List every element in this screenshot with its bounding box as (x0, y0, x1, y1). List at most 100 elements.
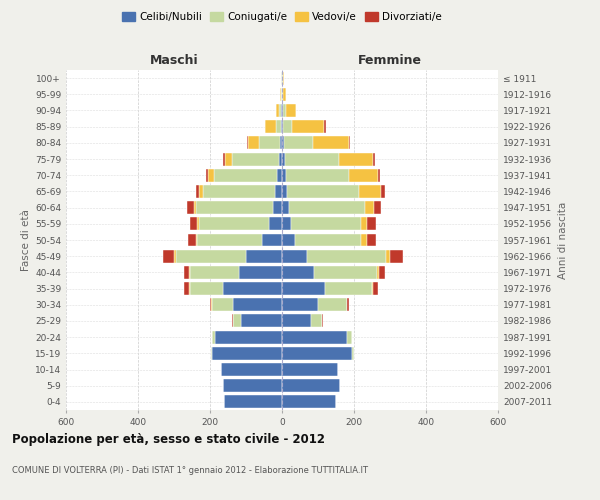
Bar (359, 185, 381, 198)
Bar (286, 169, 349, 181)
Bar (282, 379, 340, 392)
Bar (282, 298, 318, 311)
Bar (223, 152, 225, 166)
Bar (286, 104, 296, 117)
Text: COMUNE DI VOLTERRA (PI) - Dati ISTAT 1° gennaio 2012 - Elaborazione TUTTITALIA.I: COMUNE DI VOLTERRA (PI) - Dati ISTAT 1° … (12, 466, 368, 475)
Bar (282, 266, 314, 279)
Bar (174, 250, 176, 262)
Bar (289, 201, 365, 214)
Bar (265, 120, 275, 133)
Bar (314, 266, 377, 279)
Bar (188, 234, 196, 246)
Bar (262, 234, 282, 246)
Bar (196, 234, 197, 246)
Bar (283, 120, 292, 133)
Bar (212, 330, 215, 344)
Bar (367, 234, 376, 246)
Bar (361, 234, 367, 246)
Bar (277, 169, 282, 181)
Bar (347, 330, 352, 344)
Bar (313, 136, 349, 149)
Bar (224, 396, 282, 408)
Bar (349, 136, 350, 149)
Bar (199, 185, 203, 198)
Bar (233, 298, 282, 311)
Bar (282, 169, 286, 181)
Bar (379, 266, 385, 279)
Bar (208, 169, 214, 181)
Bar (373, 282, 379, 295)
Bar (196, 185, 199, 198)
Bar (295, 234, 361, 246)
Bar (339, 152, 373, 166)
Bar (373, 152, 375, 166)
Text: Maschi: Maschi (149, 54, 199, 68)
Bar (215, 330, 282, 344)
Bar (381, 185, 385, 198)
Bar (282, 234, 295, 246)
Bar (273, 201, 282, 214)
Bar (211, 347, 212, 360)
Bar (282, 120, 283, 133)
Bar (349, 169, 378, 181)
Bar (223, 282, 282, 295)
Bar (285, 152, 339, 166)
Bar (276, 104, 280, 117)
Bar (187, 201, 194, 214)
Bar (283, 72, 284, 85)
Bar (275, 185, 282, 198)
Bar (282, 330, 347, 344)
Bar (206, 169, 208, 181)
Bar (279, 152, 282, 166)
Bar (194, 201, 196, 214)
Bar (203, 185, 275, 198)
Bar (280, 104, 281, 117)
Bar (196, 201, 273, 214)
Bar (269, 218, 282, 230)
Bar (221, 363, 282, 376)
Bar (280, 88, 281, 101)
Y-axis label: Anni di nascita: Anni di nascita (557, 202, 568, 278)
Bar (352, 347, 354, 360)
Bar (190, 218, 197, 230)
Bar (282, 347, 352, 360)
Bar (322, 314, 323, 328)
Bar (282, 363, 338, 376)
Bar (248, 136, 259, 149)
Bar (292, 120, 325, 133)
Bar (361, 218, 367, 230)
Bar (232, 152, 279, 166)
Bar (372, 282, 373, 295)
Bar (223, 379, 282, 392)
Bar (311, 314, 322, 328)
Bar (282, 152, 285, 166)
Bar (282, 185, 287, 198)
Bar (259, 136, 280, 149)
Bar (209, 298, 211, 311)
Bar (367, 218, 376, 230)
Bar (197, 234, 262, 246)
Bar (190, 266, 239, 279)
Bar (281, 120, 282, 133)
Bar (287, 185, 359, 198)
Bar (233, 314, 241, 328)
Bar (282, 250, 307, 262)
Bar (212, 298, 233, 311)
Text: Popolazione per età, sesso e stato civile - 2012: Popolazione per età, sesso e stato civil… (12, 432, 325, 446)
Bar (184, 266, 189, 279)
Bar (377, 266, 379, 279)
Bar (246, 250, 282, 262)
Bar (197, 218, 199, 230)
Bar (291, 218, 361, 230)
Bar (347, 298, 349, 311)
Bar (214, 169, 277, 181)
Bar (282, 314, 311, 328)
Bar (365, 201, 374, 214)
Text: Femmine: Femmine (358, 54, 422, 68)
Bar (199, 218, 269, 230)
Bar (325, 282, 372, 295)
Bar (232, 314, 233, 328)
Legend: Celibi/Nubili, Coniugati/e, Vedovi/e, Divorziati/e: Celibi/Nubili, Coniugati/e, Vedovi/e, Di… (118, 8, 446, 26)
Bar (281, 104, 282, 117)
Bar (283, 88, 286, 101)
